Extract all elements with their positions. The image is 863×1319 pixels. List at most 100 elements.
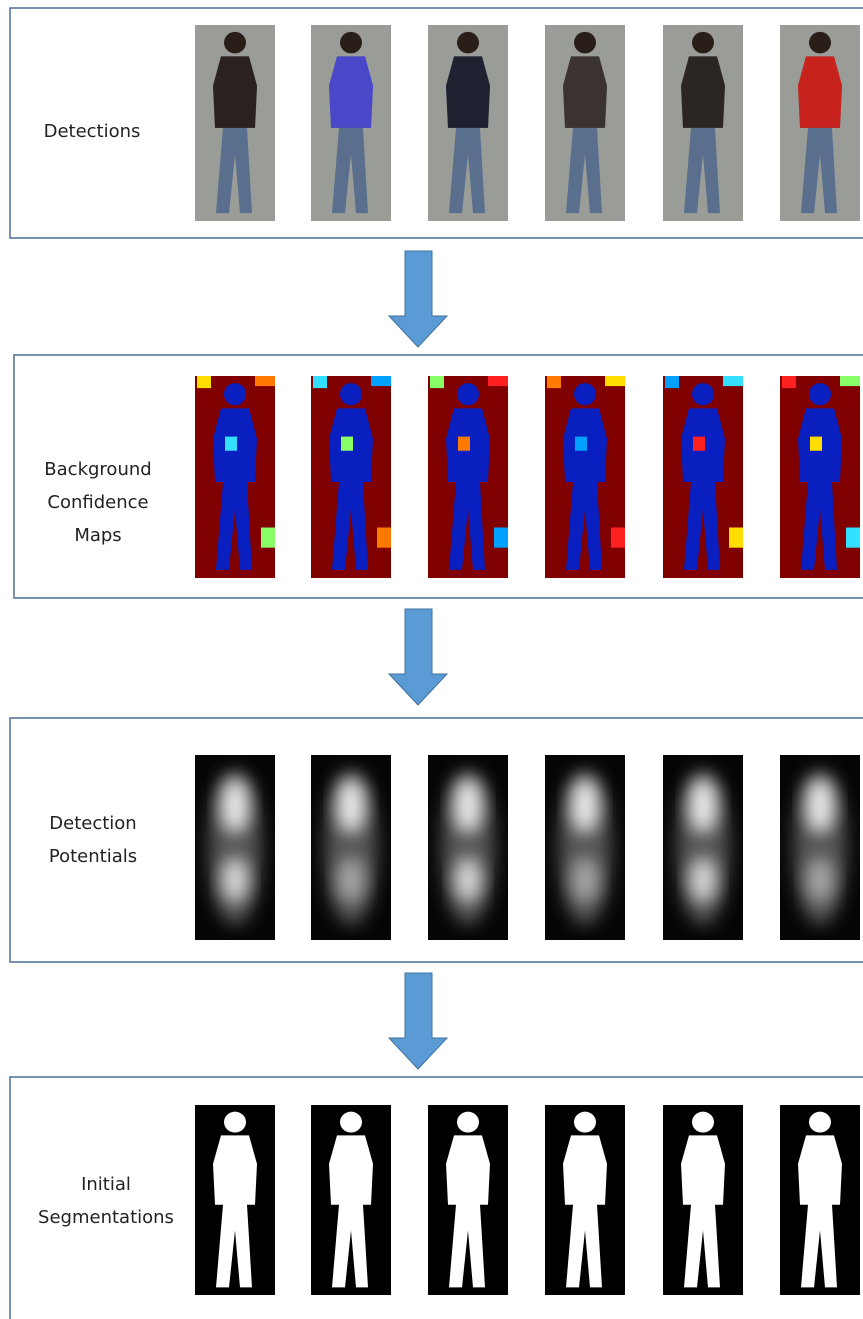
thumbnail-content (428, 376, 508, 578)
thumbnail (545, 25, 625, 221)
person-jacket (563, 56, 607, 128)
person-head (692, 32, 714, 54)
person-jacket (446, 56, 490, 128)
segmentation-mask (809, 1112, 831, 1133)
region-patch (605, 376, 625, 386)
person-jacket (329, 56, 373, 128)
thumbnail (195, 376, 275, 578)
thumbnail-content (311, 1105, 391, 1295)
potential-glow (455, 857, 481, 903)
thumbnail-content (428, 25, 508, 221)
stage-label: Detection (49, 813, 136, 834)
page: Detections Background Confidence Maps De… (0, 0, 863, 1319)
potential-glow (571, 778, 599, 834)
region-patch (430, 376, 444, 388)
region-patch (665, 376, 679, 388)
person-region (574, 383, 596, 405)
potential-glow (807, 857, 833, 903)
thumbnail-content (663, 755, 743, 940)
potential-glow (806, 778, 834, 834)
pipeline-diagram: Detections Background Confidence Maps De… (0, 0, 863, 1319)
thumbnail-content (545, 755, 625, 940)
thumbnail (428, 1105, 508, 1295)
stage-label: Initial (81, 1174, 131, 1195)
region-patch (197, 376, 211, 388)
segmentation-mask (457, 1112, 479, 1133)
thumbnail-content (311, 376, 391, 578)
thumbnail (780, 1105, 860, 1295)
thumbnail (663, 376, 743, 578)
region-patch (575, 437, 587, 451)
thumbnail-content (545, 376, 625, 578)
region-patch (846, 528, 860, 548)
thumbnail-content (663, 376, 743, 578)
thumbnail (195, 1105, 275, 1295)
region-patch (840, 376, 860, 386)
person-region (340, 383, 362, 405)
potential-glow (454, 778, 482, 834)
region-patch (371, 376, 391, 386)
segmentation-mask (224, 1112, 246, 1133)
person-jacket (798, 56, 842, 128)
thumbnail-content (195, 755, 275, 940)
stage-label: Maps (74, 525, 121, 546)
potential-glow (337, 778, 365, 834)
thumbnail (545, 755, 625, 940)
thumbnail-content (780, 376, 860, 578)
region-patch (729, 528, 743, 548)
stage-label: Segmentations (38, 1207, 174, 1228)
thumbnail (663, 755, 743, 940)
thumbnail (545, 1105, 625, 1295)
thumbnail (545, 376, 625, 578)
thumbnail (311, 25, 391, 221)
potential-glow (338, 857, 364, 903)
potential-glow (689, 778, 717, 834)
thumbnail (311, 376, 391, 578)
region-patch (313, 376, 327, 388)
flow-arrow (389, 251, 447, 347)
region-patch (255, 376, 275, 386)
stage-label: Confidence (47, 492, 148, 513)
potential-glow (222, 857, 248, 903)
region-patch (782, 376, 796, 388)
thumbnail (195, 755, 275, 940)
segmentation-mask (574, 1112, 596, 1133)
potential-glow (221, 778, 249, 834)
region-patch (810, 437, 822, 451)
thumbnail-content (663, 1105, 743, 1295)
thumbnail-content (545, 1105, 625, 1295)
thumbnail-content (780, 1105, 860, 1295)
region-patch (723, 376, 743, 386)
region-patch (494, 528, 508, 548)
stage-label: Background (44, 459, 151, 480)
thumbnail (780, 25, 860, 221)
thumbnail-content (428, 1105, 508, 1295)
person-head (457, 32, 479, 54)
person-head (574, 32, 596, 54)
region-patch (225, 437, 237, 451)
person-jacket (213, 56, 257, 128)
thumbnail (195, 25, 275, 221)
thumbnail (428, 376, 508, 578)
thumbnail-content (545, 25, 625, 221)
thumbnail (311, 755, 391, 940)
person-region (692, 383, 714, 405)
thumbnail-content (195, 1105, 275, 1295)
thumbnail (780, 376, 860, 578)
segmentation-mask (692, 1112, 714, 1133)
flow-arrow (389, 973, 447, 1069)
segmentation-mask (340, 1112, 362, 1133)
region-patch (693, 437, 705, 451)
stage-label: Detections (44, 121, 141, 142)
region-patch (611, 528, 625, 548)
thumbnail (428, 25, 508, 221)
potential-glow (572, 857, 598, 903)
thumbnail-content (780, 25, 860, 221)
person-region (224, 383, 246, 405)
region-patch (377, 528, 391, 548)
thumbnail-content (663, 25, 743, 221)
person-jacket (681, 56, 725, 128)
region-patch (261, 528, 275, 548)
thumbnail (663, 1105, 743, 1295)
region-patch (458, 437, 470, 451)
